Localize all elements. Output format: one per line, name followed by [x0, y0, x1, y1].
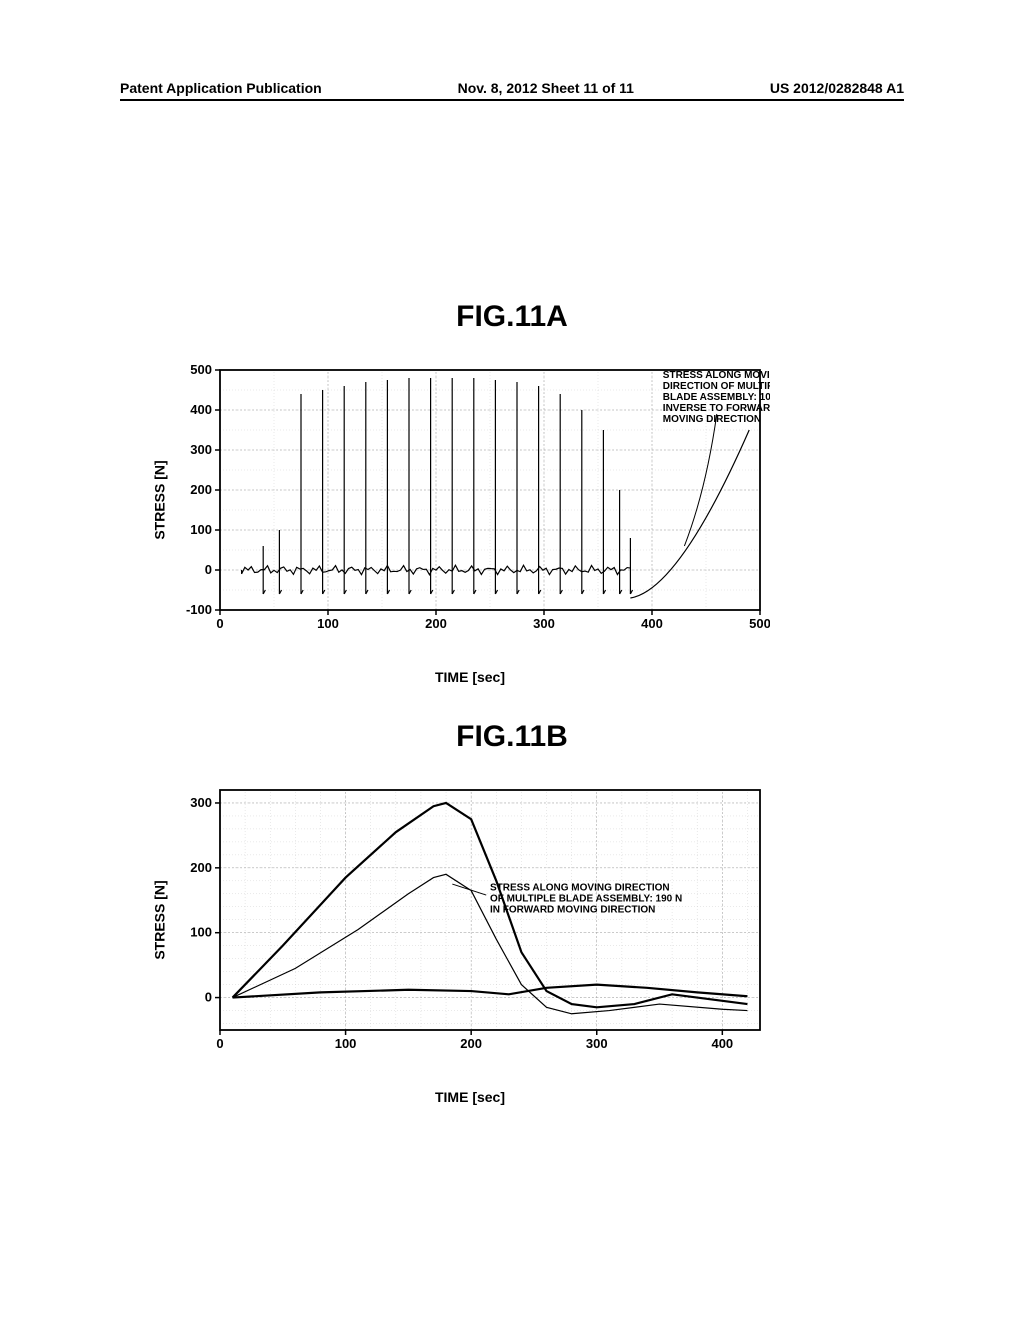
svg-text:400: 400 — [711, 1036, 733, 1051]
chart-a-y-label: STRESS [N] — [152, 460, 168, 539]
svg-text:400: 400 — [190, 402, 212, 417]
svg-text:500: 500 — [190, 362, 212, 377]
svg-text:BLADE ASSEMBLY: 100 N: BLADE ASSEMBLY: 100 N — [663, 392, 770, 403]
svg-text:200: 200 — [190, 482, 212, 497]
chart-b-x-label: TIME [sec] — [435, 1089, 505, 1105]
svg-text:STRESS ALONG MOVING: STRESS ALONG MOVING — [663, 370, 770, 381]
svg-text:0: 0 — [205, 562, 212, 577]
svg-text:-100: -100 — [186, 602, 212, 617]
svg-text:200: 200 — [425, 616, 447, 631]
svg-text:STRESS ALONG MOVING DIRECTION: STRESS ALONG MOVING DIRECTION — [490, 883, 670, 894]
chart-b-svg: 0 100 200 300 0 100 200 300 400 STRESS ALONG MOVI… — [170, 780, 770, 1060]
svg-text:INVERSE TO FORWARD: INVERSE TO FORWARD — [663, 403, 770, 414]
figure-a-title: FIG.11A — [0, 300, 1024, 334]
svg-text:DIRECTION OF MULTIPLE: DIRECTION OF MULTIPLE — [663, 381, 770, 392]
svg-text:300: 300 — [190, 442, 212, 457]
chart-a-container: STRESS [N] TIME [sec] -10001002003004005… — [170, 360, 770, 640]
page-header: Patent Application Publication Nov. 8, 2… — [120, 80, 904, 101]
header-center: Nov. 8, 2012 Sheet 11 of 11 — [458, 80, 634, 96]
chart-b-y-label: STRESS [N] — [152, 880, 168, 959]
figure-b-title: FIG.11B — [0, 720, 1024, 754]
header-left: Patent Application Publication — [120, 80, 322, 96]
svg-text:IN FORWARD MOVING DIRECTION: IN FORWARD MOVING DIRECTION — [490, 905, 655, 916]
chart-b-container: STRESS [N] TIME [sec] 010020030001002003… — [170, 780, 770, 1060]
svg-text:200: 200 — [190, 860, 212, 875]
svg-text:100: 100 — [190, 925, 212, 940]
svg-text:0: 0 — [216, 616, 223, 631]
svg-text:0: 0 — [205, 990, 212, 1005]
chart-a-svg: -100 0 100 200 300 400 500 0 100 200 300 400 500 STRE… — [170, 360, 770, 640]
svg-text:400: 400 — [641, 616, 663, 631]
svg-text:100: 100 — [317, 616, 339, 631]
svg-text:0: 0 — [216, 1036, 223, 1051]
header-right: US 2012/0282848 A1 — [770, 80, 904, 96]
svg-text:100: 100 — [335, 1036, 357, 1051]
svg-text:300: 300 — [586, 1036, 608, 1051]
svg-text:200: 200 — [460, 1036, 482, 1051]
chart-a-x-label: TIME [sec] — [435, 669, 505, 685]
svg-text:MOVING DIRECTION: MOVING DIRECTION — [663, 414, 761, 425]
svg-text:300: 300 — [190, 795, 212, 810]
svg-text:100: 100 — [190, 522, 212, 537]
svg-text:300: 300 — [533, 616, 555, 631]
svg-text:500: 500 — [749, 616, 770, 631]
svg-text:OF MULTIPLE BLADE ASSEMBLY: 19: OF MULTIPLE BLADE ASSEMBLY: 190 N — [490, 894, 682, 905]
